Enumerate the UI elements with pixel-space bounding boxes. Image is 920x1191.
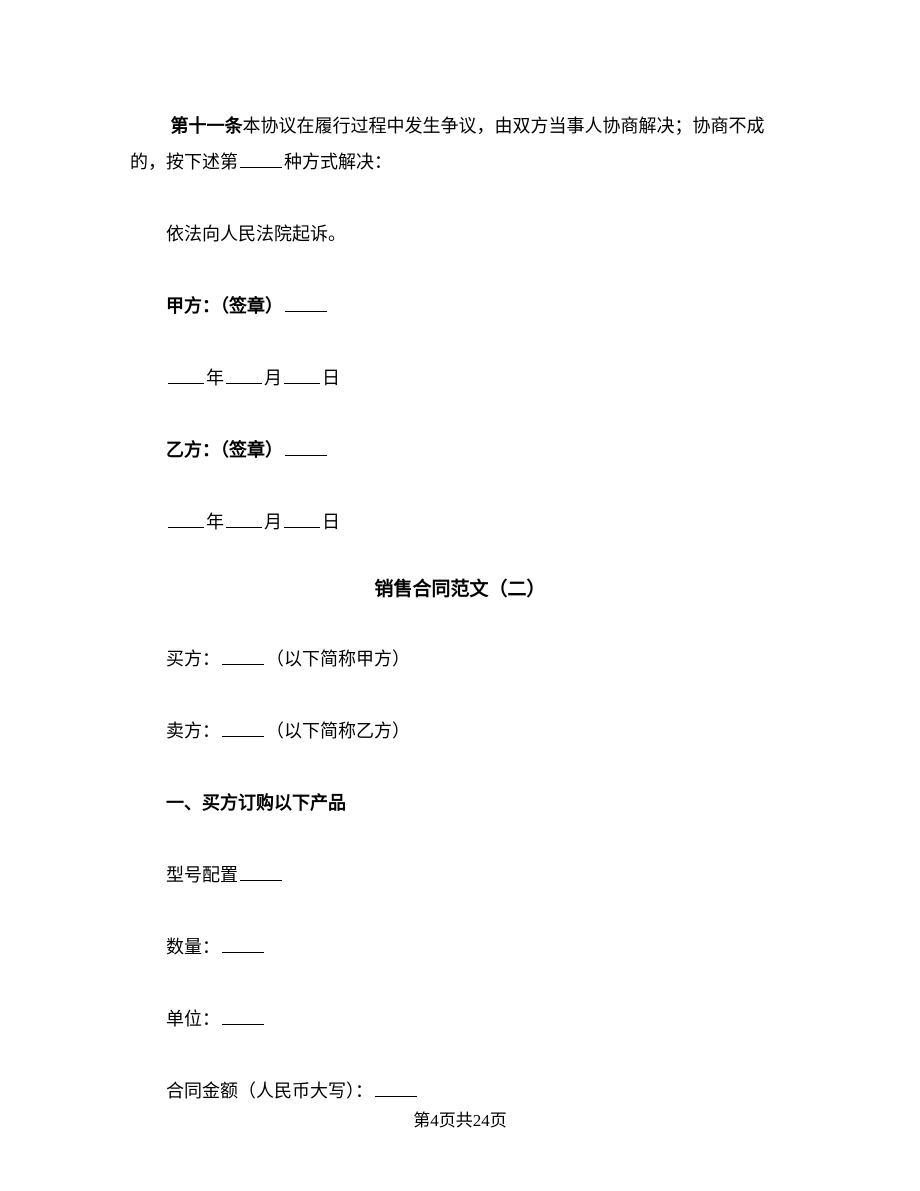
- amount-line: 合同金额（人民币大写）：: [130, 1073, 790, 1109]
- page-footer: 第4页共24页: [0, 1106, 920, 1131]
- seller-line: 卖方： （以下简称乙方）: [130, 713, 790, 749]
- article-11-label: 第十一条: [171, 116, 243, 136]
- blank-field: [222, 935, 264, 953]
- blank-field: [375, 1079, 417, 1097]
- blank-field: [168, 510, 204, 528]
- article-11-paragraph: 第十一条本协议在履行过程中发生争议，由双方当事人协商解决；协商不成的，按下述第种…: [130, 108, 790, 180]
- seller-suffix: （以下简称乙方）: [266, 721, 410, 741]
- party-b-signature: 乙方：（签章）: [130, 432, 790, 468]
- blank-field: [226, 366, 262, 384]
- litigation-text: 依法向人民法院起诉。: [166, 224, 346, 244]
- blank-field: [285, 438, 327, 456]
- unit-label: 单位：: [166, 1009, 220, 1029]
- party-a-date: 年月日: [130, 360, 790, 396]
- quantity-line: 数量：: [130, 929, 790, 965]
- blank-field: [284, 510, 320, 528]
- blank-field: [222, 647, 264, 665]
- party-a-signature: 甲方：（签章）: [130, 288, 790, 324]
- blank-field: [240, 150, 282, 168]
- buyer-line: 买方： （以下简称甲方）: [130, 641, 790, 677]
- quantity-label: 数量：: [166, 937, 220, 957]
- blank-field: [285, 294, 327, 312]
- blank-field: [226, 510, 262, 528]
- party-b-date: 年月日: [130, 504, 790, 540]
- blank-field: [284, 366, 320, 384]
- date-day: 日: [322, 368, 340, 388]
- amount-label: 合同金额（人民币大写）：: [166, 1081, 373, 1101]
- buyer-suffix: （以下简称甲方）: [266, 649, 410, 669]
- litigation-paragraph: 依法向人民法院起诉。: [130, 216, 790, 252]
- unit-line: 单位：: [130, 1001, 790, 1037]
- date-day: 日: [322, 512, 340, 532]
- party-a-label: 甲方：（签章）: [166, 296, 283, 316]
- blank-field: [222, 1007, 264, 1025]
- section-1-heading: 一、买方订购以下产品: [130, 785, 790, 821]
- buyer-prefix: 买方：: [166, 649, 220, 669]
- date-year: 年: [206, 368, 224, 388]
- article-11-text2: 种方式解决：: [284, 152, 392, 172]
- model-label: 型号配置: [166, 865, 238, 885]
- date-year: 年: [206, 512, 224, 532]
- seller-prefix: 卖方：: [166, 721, 220, 741]
- party-b-label: 乙方：（签章）: [166, 440, 283, 460]
- page-content: 第十一条本协议在履行过程中发生争议，由双方当事人协商解决；协商不成的，按下述第种…: [0, 0, 920, 1109]
- contract-heading: 销售合同范文（二）: [130, 576, 790, 605]
- blank-field: [240, 863, 282, 881]
- model-line: 型号配置: [130, 857, 790, 893]
- blank-field: [168, 366, 204, 384]
- blank-field: [222, 719, 264, 737]
- date-month: 月: [264, 512, 282, 532]
- date-month: 月: [264, 368, 282, 388]
